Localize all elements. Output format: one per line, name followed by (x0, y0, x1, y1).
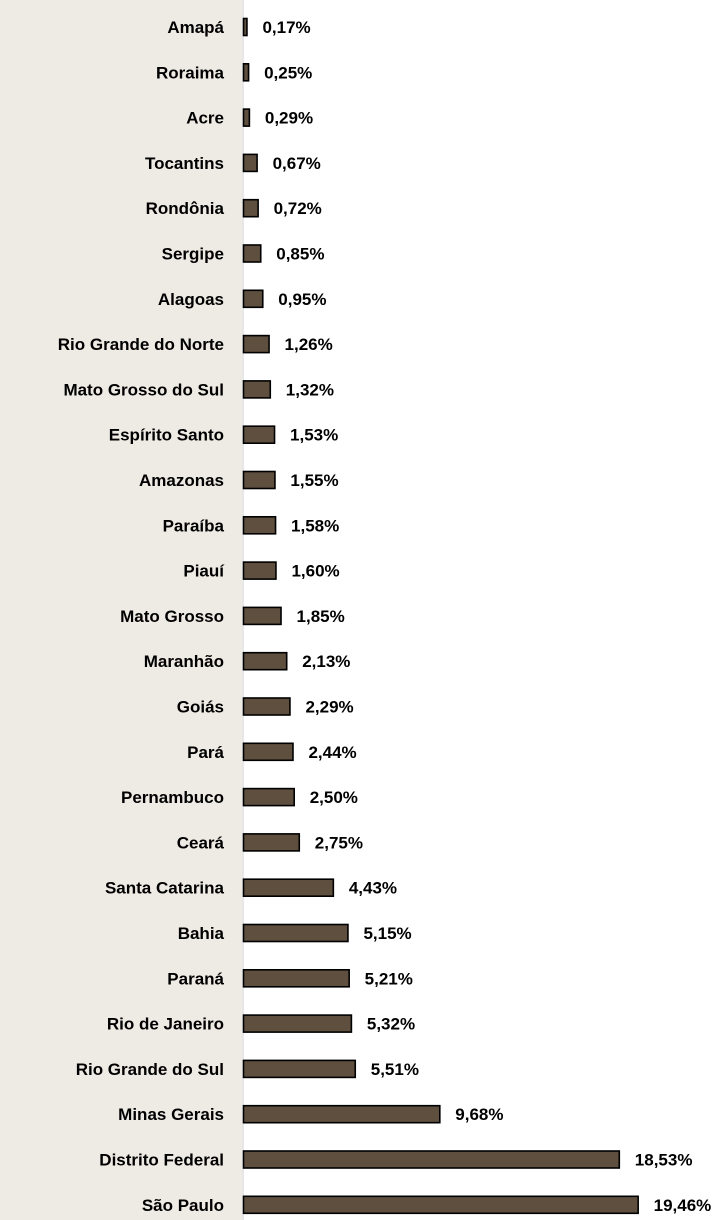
category-label: Amapá (167, 18, 224, 37)
bar (242, 1059, 357, 1079)
value-label: 0,95% (278, 290, 326, 309)
bar (242, 153, 258, 173)
category-label: Rondônia (146, 199, 225, 218)
value-label: 2,50% (310, 788, 358, 807)
value-label: 0,85% (276, 245, 324, 264)
bar (242, 425, 276, 445)
value-label: 0,17% (262, 18, 310, 37)
category-label: Pernambuco (121, 788, 224, 807)
bar (242, 1195, 639, 1215)
value-label: 1,26% (285, 335, 333, 354)
value-label: 1,53% (290, 426, 338, 445)
value-label: 0,25% (264, 63, 312, 82)
bar (242, 968, 350, 988)
bar (242, 289, 264, 309)
bar (242, 1014, 353, 1033)
value-label: 2,13% (302, 652, 350, 671)
bar (242, 334, 270, 354)
category-label: Roraima (156, 63, 225, 82)
bar (242, 62, 250, 82)
category-label: Pará (187, 743, 224, 762)
category-label: Rio de Janeiro (107, 1015, 224, 1034)
value-label: 19,46% (654, 1196, 712, 1215)
value-label: 5,15% (363, 924, 411, 943)
value-label: 4,43% (349, 879, 397, 898)
value-label: 0,67% (273, 154, 321, 173)
bar (242, 742, 294, 762)
category-label: Mato Grosso (120, 607, 224, 626)
bar (242, 561, 277, 580)
bar (242, 833, 301, 852)
value-label: 5,21% (365, 969, 413, 988)
bar (242, 1104, 441, 1124)
bar (242, 470, 276, 490)
value-label: 0,29% (265, 109, 313, 128)
category-label: Amazonas (139, 471, 224, 490)
value-label: 2,29% (305, 698, 353, 717)
category-label: Rio Grande do Norte (58, 335, 224, 354)
bar (242, 515, 277, 535)
value-label: 9,68% (455, 1105, 503, 1124)
bar (242, 697, 291, 716)
category-label: Bahia (178, 924, 225, 943)
value-label: 1,85% (297, 607, 345, 626)
value-label: 1,58% (291, 516, 339, 535)
value-label: 1,60% (291, 562, 339, 581)
bar (242, 17, 248, 37)
category-label: Goiás (177, 698, 224, 717)
category-label: Mato Grosso do Sul (63, 380, 224, 399)
category-label: Paraná (167, 969, 224, 988)
value-label: 1,32% (286, 380, 334, 399)
value-label: 5,51% (371, 1060, 419, 1079)
category-label: Paraíba (163, 516, 225, 535)
value-label: 1,55% (290, 471, 338, 490)
bar (242, 606, 282, 626)
category-label: Alagoas (158, 290, 224, 309)
category-label: Ceará (177, 833, 225, 852)
bar (242, 108, 251, 127)
category-label: Espírito Santo (109, 426, 224, 445)
category-label: Rio Grande do Sul (76, 1060, 224, 1079)
bar (242, 244, 262, 263)
category-label: Tocantins (145, 154, 224, 173)
category-label: Distrito Federal (99, 1151, 224, 1170)
bar (242, 787, 296, 807)
value-label: 2,75% (315, 833, 363, 852)
value-label: 0,72% (274, 199, 322, 218)
bar (242, 923, 349, 943)
bar (242, 878, 335, 898)
category-label: Maranhão (144, 652, 224, 671)
value-label: 2,44% (308, 743, 356, 762)
bar (242, 198, 259, 218)
category-label: Santa Catarina (105, 879, 225, 898)
category-label: São Paulo (142, 1196, 224, 1215)
category-label: Minas Gerais (118, 1105, 224, 1124)
value-label: 18,53% (635, 1151, 693, 1170)
category-label: Piauí (183, 562, 225, 581)
bar (242, 1150, 621, 1169)
value-label: 5,32% (367, 1015, 415, 1034)
category-label: Sergipe (162, 245, 224, 264)
category-label: Acre (186, 109, 224, 128)
bar (242, 380, 272, 399)
bar (242, 651, 288, 671)
